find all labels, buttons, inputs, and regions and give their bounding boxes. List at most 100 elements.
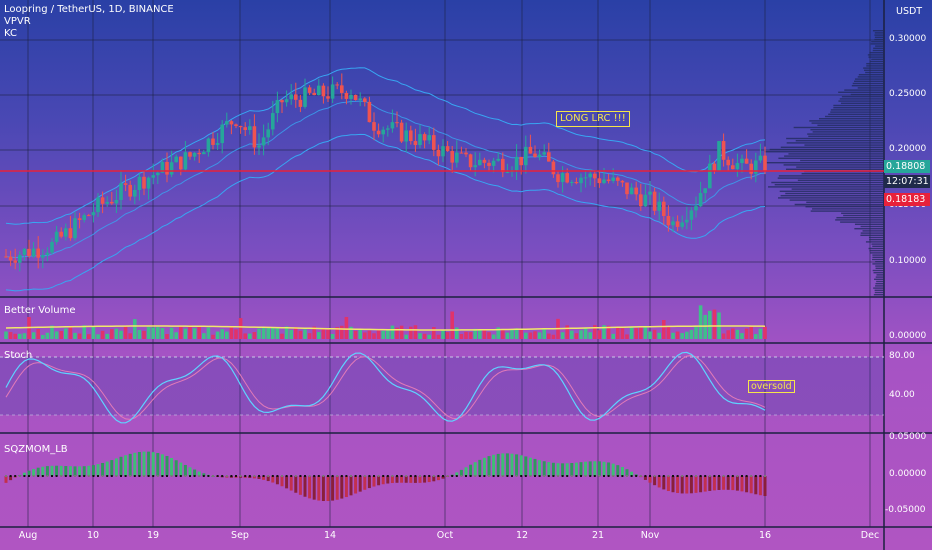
squeeze-dot xyxy=(754,475,757,477)
time-label: 21 xyxy=(591,530,605,541)
squeeze-dot xyxy=(331,475,334,477)
candle-body xyxy=(519,156,523,166)
stoch-k-line xyxy=(5,351,766,424)
squeeze-dot xyxy=(156,475,159,477)
time-label: 12 xyxy=(515,530,529,541)
volume-bar xyxy=(41,334,45,339)
squeeze-dot xyxy=(442,475,444,477)
momentum-bar xyxy=(91,465,95,476)
squeeze-dot xyxy=(350,475,352,477)
squeeze-dot xyxy=(727,475,730,477)
squeeze-dot xyxy=(446,475,449,477)
volume-bar xyxy=(735,329,740,339)
momentum-bar xyxy=(579,462,583,476)
squeeze-dot xyxy=(359,475,362,477)
candle-body xyxy=(689,210,694,220)
momentum-bar xyxy=(459,469,463,476)
momentum-bar xyxy=(561,463,565,476)
candle-body xyxy=(68,228,73,239)
squeeze-dot xyxy=(750,475,753,477)
volume-bar xyxy=(202,333,206,339)
stoch-pane-title[interactable]: Stoch xyxy=(4,350,33,361)
volume-bar xyxy=(629,326,634,339)
squeeze-dot xyxy=(373,475,375,477)
volume-profile-row xyxy=(872,256,884,258)
indicator-vpvr-label[interactable]: VPVR xyxy=(4,16,31,27)
momentum-bar xyxy=(758,476,762,496)
squeeze-dot xyxy=(78,475,81,477)
volume-bar xyxy=(294,327,298,339)
sqzmom-pane-title[interactable]: SQZMOM_LB xyxy=(4,444,68,455)
momentum-bar xyxy=(754,476,758,495)
volume-bar xyxy=(547,333,551,339)
volume-profile-row xyxy=(796,166,884,168)
volume-bar xyxy=(91,326,96,339)
volume-profile-row xyxy=(872,254,884,256)
long-lrc-note[interactable]: LONG LRC !!! xyxy=(556,111,630,127)
volume-bar xyxy=(708,310,712,339)
volume-bar xyxy=(501,330,505,339)
candle-body xyxy=(496,158,500,161)
volume-bar xyxy=(634,328,638,339)
volume-profile-row xyxy=(865,71,884,74)
volume-profile-row xyxy=(768,186,884,188)
volume-bar xyxy=(257,328,261,339)
volume-profile-row xyxy=(806,201,884,203)
oversold-note[interactable]: oversold xyxy=(748,380,795,393)
indicator-kc-label[interactable]: KC xyxy=(4,28,17,39)
squeeze-dot xyxy=(138,475,141,477)
volume-profile-row xyxy=(843,214,884,217)
candle-body xyxy=(491,160,496,166)
candle-body xyxy=(110,201,114,204)
volume-profile-row xyxy=(875,285,884,287)
candle-body xyxy=(703,188,707,194)
squeeze-dot xyxy=(667,475,670,477)
volume-bar xyxy=(712,309,717,339)
volume-bar xyxy=(105,333,109,339)
volume-profile-row xyxy=(778,197,884,199)
momentum-bar xyxy=(147,451,151,476)
squeeze-dot xyxy=(207,475,210,477)
volume-bar xyxy=(215,331,220,339)
candle-body xyxy=(758,155,763,161)
squeeze-dot xyxy=(713,475,716,477)
volume-bar xyxy=(330,334,335,339)
volume-bar xyxy=(349,326,353,339)
volume-bar xyxy=(409,326,413,339)
volume-bar xyxy=(441,330,445,339)
keltner-channel xyxy=(5,67,766,292)
volume-profile-row xyxy=(800,159,884,162)
squeeze-dot xyxy=(129,475,132,477)
volume-profile-row xyxy=(850,93,884,96)
candle-body xyxy=(96,197,100,213)
momentum-bar xyxy=(50,465,54,476)
candle-body xyxy=(533,153,537,158)
volume-profile-row xyxy=(874,38,884,41)
squeeze-dot xyxy=(175,475,178,477)
candle-body xyxy=(698,193,703,207)
momentum-bar xyxy=(96,464,100,476)
volume-profile-row xyxy=(805,206,884,208)
momentum-bar xyxy=(570,463,574,476)
symbol-title[interactable]: Loopring / TetherUS, 1D, BINANCE xyxy=(4,4,174,15)
candle-body xyxy=(211,138,215,145)
volume-pane-title[interactable]: Better Volume xyxy=(4,305,76,316)
momentum-bar xyxy=(151,452,155,476)
volume-profile-row xyxy=(876,274,884,276)
candle-body xyxy=(652,191,657,211)
volume-bar xyxy=(298,330,303,339)
volume-profile-row xyxy=(854,228,884,230)
momentum-bar xyxy=(340,476,344,499)
candle-body xyxy=(648,191,652,195)
squeeze-dot xyxy=(189,475,191,477)
candle-body xyxy=(606,179,611,182)
momentum-bar xyxy=(731,476,735,491)
squeeze-dot xyxy=(322,475,325,477)
volume-profile-row xyxy=(785,192,884,195)
volume-bar xyxy=(422,333,427,339)
squeeze-dot xyxy=(584,475,587,477)
momentum-bar xyxy=(510,453,514,476)
momentum-bar xyxy=(593,461,597,476)
volume-profile-row xyxy=(809,120,884,122)
